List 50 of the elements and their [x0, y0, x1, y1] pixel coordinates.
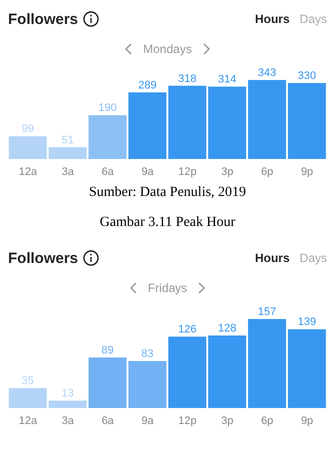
- data-label: 128: [218, 322, 236, 334]
- x-tick-label: 12p: [178, 166, 197, 178]
- x-tick-label: 12a: [18, 414, 38, 427]
- bar: [128, 360, 166, 408]
- data-label: 343: [258, 67, 276, 79]
- x-tick-label: 3a: [62, 166, 75, 178]
- data-label: 314: [218, 74, 236, 86]
- data-label: 157: [258, 306, 276, 318]
- x-tick-label: 12a: [18, 166, 38, 178]
- x-tick-label: 6a: [102, 414, 115, 427]
- data-label: 51: [62, 134, 74, 146]
- bar: [128, 92, 166, 159]
- text: Gambar 3.11 Peak Hour: [98, 215, 236, 231]
- chart-subtitle: Fridays: [148, 281, 188, 295]
- x-tick-label: 3p: [221, 166, 234, 178]
- x-tick-label: 3p: [221, 414, 234, 427]
- data-label: 99: [22, 123, 34, 136]
- x-tick-label: 6p: [261, 414, 274, 427]
- x-tick-label: 12p: [178, 414, 197, 427]
- bar: [288, 82, 326, 159]
- x-tick-label: 9p: [300, 414, 314, 427]
- data-label: 35: [22, 375, 34, 388]
- data-label: 289: [138, 79, 157, 92]
- chart-title: Followers: [8, 10, 78, 28]
- x-tick-label: 3a: [62, 414, 75, 427]
- text: Hours: [254, 12, 290, 26]
- data-label: 318: [178, 72, 196, 85]
- data-label: 126: [178, 324, 196, 336]
- bar: [288, 329, 326, 408]
- data-label: 190: [98, 102, 117, 114]
- text: Sumber: Data Penulis, 2019: [88, 185, 248, 201]
- data-label: 330: [298, 70, 316, 82]
- chart-subtitle: Mondays: [143, 42, 192, 56]
- data-label: 13: [62, 388, 74, 400]
- x-tick-label: 9a: [141, 414, 155, 427]
- bar: [88, 115, 127, 159]
- data-label: 89: [101, 344, 114, 357]
- x-tick-label: 6p: [261, 166, 274, 178]
- bar: [88, 358, 127, 408]
- x-tick-label: 6a: [102, 166, 115, 178]
- text: Hours: [254, 251, 290, 265]
- bar: [248, 319, 286, 408]
- bar: [248, 80, 286, 159]
- x-tick-label: 9p: [300, 166, 314, 178]
- data-label: 83: [141, 348, 154, 360]
- text: Days: [300, 12, 327, 26]
- x-tick-label: 9a: [141, 166, 155, 178]
- data-label: 139: [298, 316, 316, 328]
- text: Days: [300, 251, 327, 265]
- chart-title: Followers: [8, 250, 78, 266]
